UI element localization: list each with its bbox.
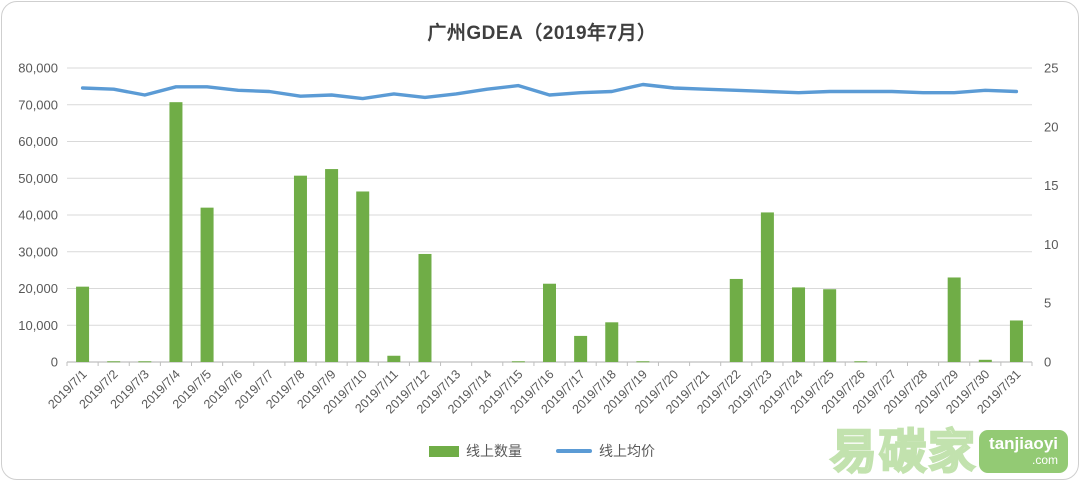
line-series-swatch bbox=[556, 449, 592, 453]
bar-2019/7/19 bbox=[636, 361, 650, 363]
chart-legend: 线上数量 线上均价 bbox=[2, 441, 1078, 461]
right-tick-15: 15 bbox=[1044, 178, 1058, 193]
bar-2019/7/1 bbox=[76, 286, 90, 362]
bar-2019/7/2 bbox=[107, 361, 121, 363]
left-tick-40,000: 40,000 bbox=[18, 208, 58, 223]
x-axis bbox=[66, 361, 1033, 366]
bar-2019/7/24 bbox=[792, 287, 806, 362]
x-axis-labels: 2019/7/12019/7/22019/7/32019/7/42019/7/5… bbox=[45, 367, 1023, 416]
bar-2019/7/10 bbox=[356, 191, 370, 362]
legend-item-price: 线上均价 bbox=[556, 441, 655, 461]
bar-2019/7/23 bbox=[760, 212, 774, 362]
right-tick-25: 25 bbox=[1044, 61, 1058, 76]
bar-2019/7/16 bbox=[543, 283, 556, 362]
left-tick-10,000: 10,000 bbox=[18, 318, 58, 333]
legend-label-price: 线上均价 bbox=[599, 443, 655, 459]
bar-2019/7/26 bbox=[854, 361, 868, 363]
left-tick-60,000: 60,000 bbox=[18, 134, 58, 149]
left-tick-0: 0 bbox=[51, 355, 58, 370]
bar-2019/7/3 bbox=[138, 361, 152, 363]
bar-2019/7/29 bbox=[947, 277, 961, 362]
legend-label-quantity: 线上数量 bbox=[466, 443, 522, 459]
bar-2019/7/30 bbox=[978, 359, 992, 362]
right-tick-5: 5 bbox=[1044, 296, 1051, 311]
price-line bbox=[80, 82, 1019, 101]
bar-2019/7/15 bbox=[511, 361, 525, 363]
bar-2019/7/31 bbox=[1009, 320, 1023, 362]
bar-2019/7/11 bbox=[387, 355, 401, 362]
bar-2019/7/25 bbox=[823, 289, 837, 362]
left-tick-20,000: 20,000 bbox=[18, 281, 58, 296]
bar-2019/7/17 bbox=[574, 335, 588, 362]
bar-2019/7/22 bbox=[729, 278, 743, 362]
right-tick-10: 10 bbox=[1044, 237, 1058, 252]
right-tick-20: 20 bbox=[1044, 119, 1058, 134]
bar-2019/7/8 bbox=[293, 175, 307, 362]
legend-item-quantity: 线上数量 bbox=[429, 441, 522, 461]
left-axis-labels: 0 10,000 20,000 30,000 40,000 50,000 60,000 70,… bbox=[18, 61, 58, 370]
left-tick-50,000: 50,000 bbox=[18, 171, 58, 186]
bar-2019/7/18 bbox=[605, 322, 619, 362]
chart-title: 广州GDEA（2019年7月） bbox=[427, 23, 657, 44]
bar-series bbox=[76, 102, 1023, 363]
right-tick-0: 0 bbox=[1044, 355, 1051, 370]
left-tick-30,000: 30,000 bbox=[18, 244, 58, 259]
left-tick-80,000: 80,000 bbox=[18, 61, 58, 76]
bar-2019/7/9 bbox=[325, 169, 339, 362]
bar-series-swatch bbox=[429, 445, 459, 457]
left-tick-70,000: 70,000 bbox=[18, 97, 58, 112]
bar-2019/7/12 bbox=[418, 253, 432, 362]
right-axis-labels: 0 5 10 15 20 25 bbox=[1044, 61, 1058, 370]
bar-2019/7/4 bbox=[169, 102, 183, 363]
bar-2019/7/5 bbox=[200, 207, 214, 362]
